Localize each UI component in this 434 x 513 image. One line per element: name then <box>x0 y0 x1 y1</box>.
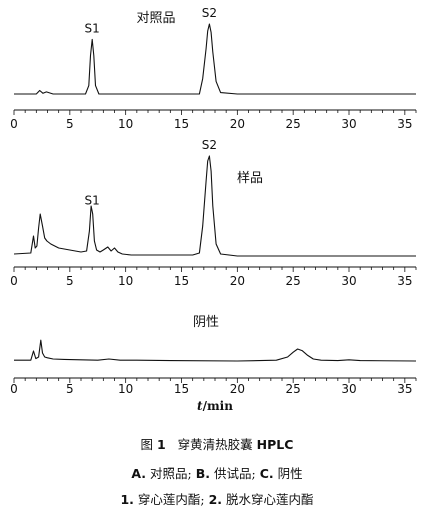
x-tick-label-3-35: 35 <box>397 382 412 396</box>
x-tick-label-3-5: 5 <box>66 382 74 396</box>
caption-figure-prefix: 图 <box>140 437 154 452</box>
x-tick-label-2-5: 5 <box>66 274 74 288</box>
x-tick-label-2-0: 0 <box>10 274 18 288</box>
figure-caption-line-3: 1. 穿心莲内酯; 2. 脱水穿心莲内酯 <box>0 489 434 508</box>
x-tick-label-1-5: 5 <box>66 117 74 131</box>
caption-key-a: A. <box>131 466 147 481</box>
x-tick-label-2-20: 20 <box>230 274 245 288</box>
caption-text-1: 穿心莲内酯; <box>137 492 205 507</box>
caption-key-b: B. <box>195 466 210 481</box>
panel-title-1: 对照品 <box>136 11 175 26</box>
x-tick-label-3-0: 0 <box>10 382 18 396</box>
caption-method: HPLC <box>256 437 294 452</box>
x-tick-label-2-10: 10 <box>118 274 133 288</box>
x-tick-label-1-20: 20 <box>230 117 245 131</box>
x-tick-label-1-15: 15 <box>174 117 189 131</box>
chromatogram-trace-3-1 <box>14 339 417 362</box>
x-tick-label-1-30: 30 <box>341 117 356 131</box>
x-tick-label-2-15: 15 <box>174 274 189 288</box>
x-tick-label-3-15: 15 <box>174 382 189 396</box>
figure-caption-line-2: A. 对照品; B. 供试品; C. 阴性 <box>0 463 434 482</box>
x-tick-label-3-10: 10 <box>118 382 133 396</box>
caption-key-1: 1. <box>120 492 134 507</box>
chromatogram-trace-2-1 <box>13 155 416 257</box>
caption-text-2: 脱水穿心莲内酯 <box>226 492 314 507</box>
x-tick-label-3-25: 25 <box>286 382 301 396</box>
panel-title-2: 样品 <box>237 171 263 186</box>
x-tick-label-1-0: 0 <box>10 117 18 131</box>
x-tick-label-1-10: 10 <box>118 117 133 131</box>
x-tick-label-1-25: 25 <box>286 117 301 131</box>
x-tick-label-2-35: 35 <box>397 274 412 288</box>
x-tick-label-2-25: 25 <box>286 274 301 288</box>
peak-label-1-s2: S2 <box>202 6 217 20</box>
peak-label-2-s2: S2 <box>202 138 217 152</box>
caption-figure-number: 1 <box>157 437 166 452</box>
x-tick-label-2-30: 30 <box>341 274 356 288</box>
caption-text-c: 阴性 <box>277 466 303 481</box>
x-tick-label-3-20: 20 <box>230 382 245 396</box>
caption-title: 穿黄清热胶囊 <box>177 437 253 452</box>
peak-label-2-s1: S1 <box>85 193 100 207</box>
caption-key-2: 2. <box>208 492 223 507</box>
chromatogram-trace-1-1 <box>14 23 416 95</box>
x-tick-label-1-35: 35 <box>397 117 412 131</box>
caption-text-b: 供试品; <box>213 466 256 481</box>
peak-label-1-s1: S1 <box>85 21 100 35</box>
caption-text-a: 对照品; <box>150 466 192 481</box>
caption-key-c: C. <box>259 466 274 481</box>
figure-caption-line-1: 图 1 穿黄清热胶囊 HPLC <box>0 434 434 453</box>
x-axis-label: t/min <box>197 399 233 413</box>
panel-title-3: 阴性 <box>193 315 219 330</box>
x-tick-label-3-30: 30 <box>341 382 356 396</box>
